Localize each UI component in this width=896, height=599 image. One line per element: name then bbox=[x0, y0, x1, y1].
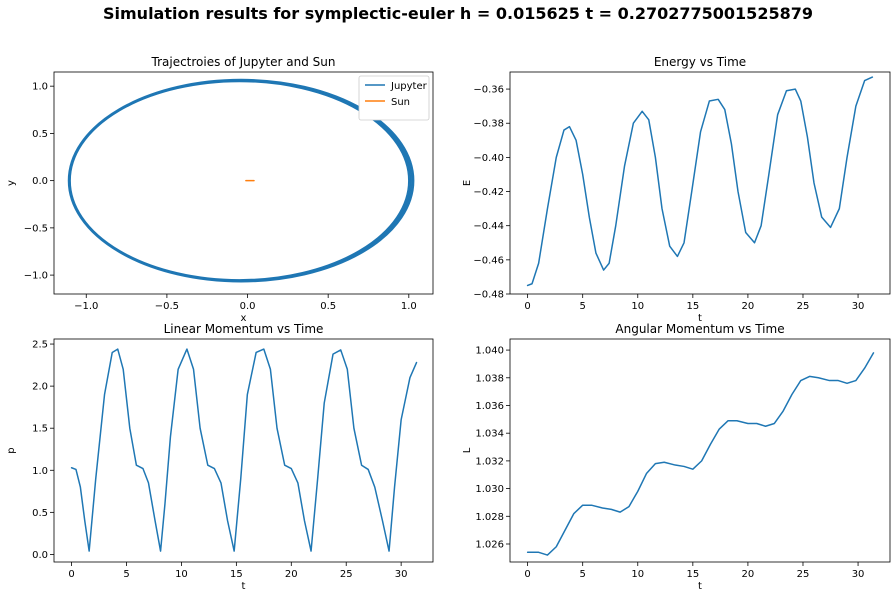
x-tick-label: 30 bbox=[395, 569, 408, 580]
x-tick-label: 20 bbox=[285, 569, 298, 580]
x-tick-label: 0.0 bbox=[240, 301, 256, 312]
x-tick-label: 5 bbox=[580, 569, 586, 580]
y-tick-label: 0.5 bbox=[32, 129, 48, 140]
x-tick-label: 0 bbox=[524, 301, 530, 312]
plot-area bbox=[70, 348, 418, 552]
x-tick-label: 20 bbox=[742, 301, 755, 312]
y-axis-label: E bbox=[462, 180, 473, 186]
x-tick-label: 10 bbox=[175, 569, 188, 580]
x-tick-label: 15 bbox=[686, 301, 699, 312]
x-tick-label: 30 bbox=[852, 569, 865, 580]
y-tick-label: 2.0 bbox=[32, 382, 48, 393]
x-tick-label: 0 bbox=[524, 569, 530, 580]
x-axis-label: t bbox=[698, 581, 702, 592]
chart-linear: Linear Momentum vs Time 0 5 10 15 20 25 30 0.0 0.… bbox=[6, 322, 434, 592]
y-tick-label: 1.026 bbox=[475, 539, 504, 550]
x-tick-label: 15 bbox=[686, 569, 699, 580]
jupyter-orbit-line bbox=[67, 78, 415, 283]
y-tick-label: 1.032 bbox=[475, 456, 504, 467]
y-tick-label: −0.38 bbox=[473, 119, 504, 130]
y-tick-label: −1.0 bbox=[24, 271, 48, 282]
x-tick-label: 0 bbox=[68, 569, 74, 580]
legend-label: Sun bbox=[391, 97, 410, 108]
plot-area bbox=[67, 78, 415, 283]
y-axis-label: p bbox=[6, 447, 17, 453]
chart-title: Trajectroies of Jupyter and Sun bbox=[151, 55, 336, 69]
angular-series-line bbox=[526, 352, 875, 556]
linear-series-line bbox=[70, 348, 418, 552]
x-axis-label: x bbox=[241, 313, 247, 324]
plot-area bbox=[526, 352, 875, 556]
chart-traj: Trajectroies of Jupyter and Sun −1.0 −0.5 0… bbox=[6, 55, 434, 324]
legend-box bbox=[358, 75, 430, 121]
y-tick-label: −0.42 bbox=[473, 187, 504, 198]
x-tick-label: 5 bbox=[123, 569, 129, 580]
chart-title: Energy vs Time bbox=[654, 55, 746, 69]
axes-frame bbox=[509, 71, 891, 295]
y-axis-label: y bbox=[6, 180, 17, 186]
y-tick-label: 1.034 bbox=[475, 429, 504, 440]
y-tick-label: 0.0 bbox=[32, 176, 48, 187]
y-tick-label: 1.038 bbox=[475, 373, 504, 384]
y-tick-label: −0.5 bbox=[24, 223, 48, 234]
x-tick-label: 30 bbox=[852, 301, 865, 312]
x-tick-label: 10 bbox=[631, 569, 644, 580]
axes-frame bbox=[53, 338, 434, 563]
y-tick-label: 2.5 bbox=[32, 340, 48, 351]
y-tick-label: 1.028 bbox=[475, 512, 504, 523]
y-tick-label: 0.5 bbox=[32, 508, 48, 519]
legend-label: Jupyter bbox=[390, 81, 428, 92]
x-tick-label: 20 bbox=[742, 569, 755, 580]
y-tick-label: −0.46 bbox=[473, 255, 504, 266]
x-tick-label: 15 bbox=[230, 569, 243, 580]
y-tick-label: 0.0 bbox=[32, 550, 48, 561]
x-tick-label: −1.0 bbox=[74, 301, 98, 312]
x-axis-label: t bbox=[698, 313, 702, 324]
y-tick-label: −0.36 bbox=[473, 85, 504, 96]
y-tick-label: 1.040 bbox=[475, 346, 504, 357]
y-tick-label: 1.0 bbox=[32, 82, 48, 93]
x-tick-label: 5 bbox=[580, 301, 586, 312]
plot-area bbox=[526, 76, 874, 287]
y-tick-label: −0.44 bbox=[473, 221, 504, 232]
x-tick-label: 0.5 bbox=[320, 301, 336, 312]
legend: Jupyter Sun bbox=[358, 75, 430, 121]
chart-title: Angular Momentum vs Time bbox=[615, 322, 784, 336]
y-axis-label: L bbox=[462, 447, 473, 453]
y-tick-label: 1.036 bbox=[475, 401, 504, 412]
x-tick-label: −0.5 bbox=[155, 301, 179, 312]
y-tick-label: −0.48 bbox=[473, 290, 504, 301]
energy-series-line bbox=[526, 76, 874, 287]
axes-container: Trajectroies of Jupyter and Sun −1.0 −0.5 0… bbox=[6, 55, 891, 592]
y-tick-label: −0.40 bbox=[473, 153, 504, 164]
chart-energy: Energy vs Time 0 5 10 15 20 25 30 −0.48 −0.46 −0.4… bbox=[462, 55, 891, 324]
axes-frame bbox=[509, 338, 891, 563]
x-tick-label: 25 bbox=[797, 301, 810, 312]
chart-title: Linear Momentum vs Time bbox=[164, 322, 324, 336]
axes-frame bbox=[53, 71, 434, 295]
figure-suptitle: Simulation results for symplectic-euler … bbox=[103, 4, 813, 23]
y-tick-label: 1.0 bbox=[32, 466, 48, 477]
x-axis-label: t bbox=[242, 581, 246, 592]
y-tick-label: 1.5 bbox=[32, 424, 48, 435]
chart-angular: Angular Momentum vs Time 0 5 10 15 20 25 30 1.02… bbox=[462, 322, 891, 592]
x-tick-label: 25 bbox=[797, 569, 810, 580]
y-tick-label: 1.030 bbox=[475, 484, 504, 495]
x-tick-label: 10 bbox=[631, 301, 644, 312]
x-tick-label: 1.0 bbox=[401, 301, 417, 312]
x-tick-label: 25 bbox=[340, 569, 353, 580]
